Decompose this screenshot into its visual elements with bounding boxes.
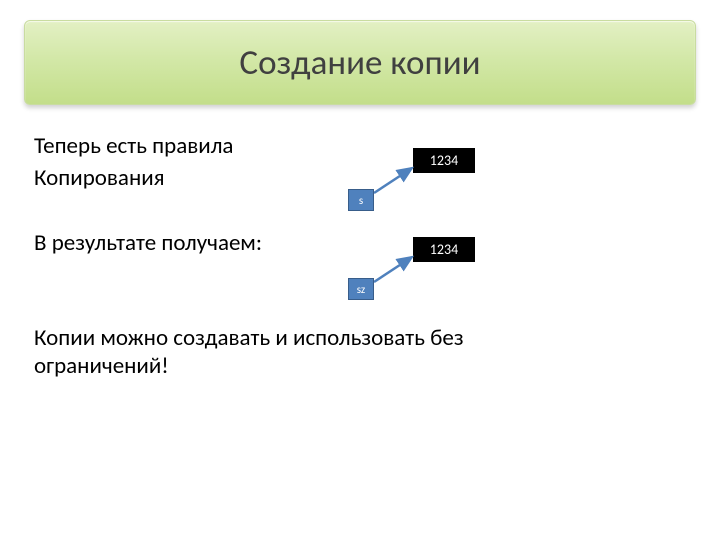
pointer-box-2: sz — [348, 278, 374, 300]
value-box-2-label: 1234 — [430, 241, 458, 258]
pointer-box-1-label: s — [359, 194, 363, 207]
value-box-1: 1234 — [413, 148, 475, 173]
value-box-1-label: 1234 — [430, 152, 458, 169]
body-line-2: Копирования — [34, 165, 165, 193]
body-line-3: В результате получаем: — [34, 230, 262, 258]
pointer-box-2-label: sz — [357, 283, 366, 296]
pointer-box-1: s — [348, 189, 374, 211]
slide-title: Создание копии — [239, 42, 480, 84]
arrow-icon-2 — [370, 249, 420, 289]
body-line-1: Теперь есть правила — [34, 133, 233, 161]
body-line-4: Копии можно создавать и использовать без… — [34, 325, 594, 380]
arrow-icon-1 — [370, 160, 420, 200]
value-box-2: 1234 — [413, 237, 475, 262]
title-banner: Создание копии — [24, 20, 696, 105]
